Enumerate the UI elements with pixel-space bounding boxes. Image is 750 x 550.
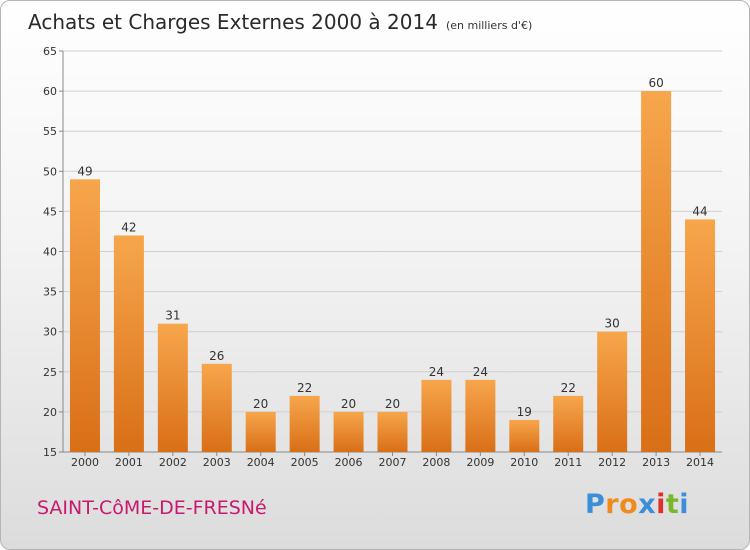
bar-2000	[69, 179, 100, 452]
chart-title: Achats et Charges Externes 2000 à 2014 (e…	[28, 10, 532, 34]
bar-value-label: 20	[385, 397, 400, 411]
y-tick-label: 50	[43, 165, 57, 178]
bar-2003	[201, 363, 232, 452]
bar-2013	[641, 91, 672, 452]
labels: 49 42 31 26 20 22 20 20 24 24 19 22 30 60 44	[77, 76, 707, 419]
bar-value-label: 60	[648, 76, 663, 90]
logo-letter: o	[619, 489, 639, 520]
x-tick-label: 2000	[71, 456, 99, 469]
x-tick-label: 2009	[466, 456, 494, 469]
bar-value-label: 20	[253, 397, 268, 411]
bar-value-label: 42	[121, 220, 136, 234]
logo-letter: i	[656, 489, 666, 520]
bar-value-label: 20	[341, 397, 356, 411]
bar-2011	[553, 395, 584, 452]
unit-label: (en milliers d'€)	[445, 19, 533, 32]
y-tick-label: 40	[43, 246, 57, 259]
bar-value-label: 26	[209, 349, 224, 363]
y-tick-label: 65	[43, 45, 57, 58]
proxiti-logo[interactable]: Proxiti	[585, 489, 689, 520]
bar-value-label: 44	[692, 204, 707, 218]
bar-2005	[289, 395, 320, 452]
x-tick-label: 2011	[554, 456, 582, 469]
bar-2002	[157, 323, 188, 452]
x-tick-label: 2004	[247, 456, 275, 469]
commune-name: SAINT-CôME-DE-FRESNé	[37, 497, 267, 519]
logo-letter: x	[638, 489, 657, 520]
bars	[69, 91, 716, 452]
logo-letter: P	[585, 489, 606, 520]
bar-2007	[377, 411, 408, 452]
x-tick-label: 2002	[159, 456, 187, 469]
x-tick-label: 2014	[686, 456, 714, 469]
y-tick-label: 30	[43, 326, 57, 339]
bar-value-label: 22	[561, 381, 576, 395]
title-text: Achats et Charges Externes 2000 à 2014	[28, 10, 438, 34]
bar-2008	[421, 379, 452, 452]
x-tick-label: 2003	[203, 456, 231, 469]
bar-value-label: 30	[605, 317, 620, 331]
bar-value-label: 31	[165, 309, 180, 323]
y-tick-label: 20	[43, 406, 57, 419]
bar-value-label: 22	[297, 381, 312, 395]
bar-2010	[509, 419, 540, 452]
bar-2001	[113, 235, 144, 452]
bar-value-label: 19	[517, 405, 532, 419]
logo-letter: t	[665, 489, 680, 520]
bar-2009	[465, 379, 496, 452]
y-tick-label: 45	[43, 205, 57, 218]
x-tick-label: 2012	[598, 456, 626, 469]
bar-2012	[597, 331, 628, 452]
y-tick-label: 60	[43, 85, 57, 98]
logo-letter: i	[679, 489, 690, 520]
y-tick-label: 25	[43, 366, 57, 379]
bar-2004	[245, 411, 276, 452]
x-tick-label: 2008	[422, 456, 450, 469]
bar-value-label: 49	[77, 164, 92, 178]
x-tick-label: 2006	[335, 456, 363, 469]
x-tick-label: 2013	[642, 456, 670, 469]
x-tick-label: 2007	[379, 456, 407, 469]
bar-2014	[685, 219, 716, 452]
bar-2006	[333, 411, 364, 452]
bar-value-label: 24	[429, 365, 444, 379]
y-tick-label: 15	[43, 446, 57, 459]
y-tick-label: 35	[43, 286, 57, 299]
bar-value-label: 24	[473, 365, 488, 379]
logo-letter: r	[605, 489, 620, 520]
x-tick-label: 2001	[115, 456, 143, 469]
x-tick-label: 2005	[291, 456, 319, 469]
x-tick-label: 2010	[510, 456, 538, 469]
y-tick-label: 55	[43, 125, 57, 138]
